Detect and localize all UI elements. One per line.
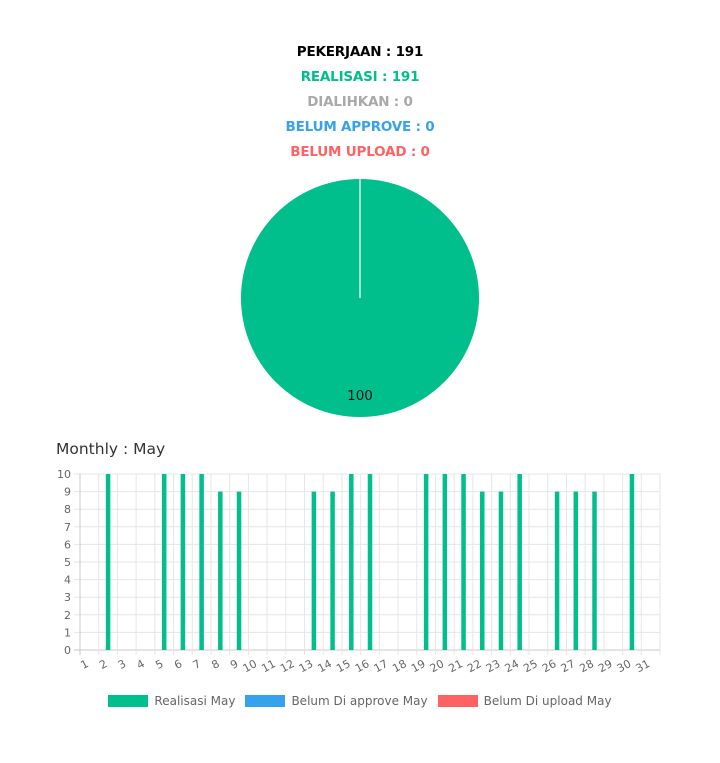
y-tick-label: 4	[64, 574, 71, 587]
x-tick-label: 24	[503, 657, 521, 675]
x-tick-label: 17	[372, 657, 390, 675]
bar-realisasi-may-8	[218, 491, 223, 650]
bar-realisasi-may-20	[442, 474, 448, 650]
x-tick-label: 23	[484, 657, 502, 675]
y-tick-label: 9	[64, 486, 71, 499]
x-tick-label: 1	[78, 657, 90, 672]
x-tick-label: 22	[465, 657, 483, 675]
x-tick-label: 5	[153, 657, 165, 672]
x-tick-label: 19	[409, 657, 427, 675]
y-tick-label: 0	[64, 644, 71, 657]
bar-realisasi-may-22	[480, 491, 485, 650]
y-tick-label: 2	[64, 609, 71, 622]
bar-realisasi-may-6	[180, 474, 186, 650]
y-tick-label: 7	[64, 521, 71, 534]
x-tick-label: 4	[135, 657, 147, 672]
legend-swatch	[108, 695, 149, 707]
y-tick-label: 3	[64, 591, 71, 604]
x-tick-label: 6	[172, 657, 184, 672]
y-tick-label: 5	[64, 556, 71, 569]
belum-approve-count: BELUM APPROVE : 0	[285, 119, 435, 135]
dialihkan-count: DIALIHKAN : 0	[307, 94, 413, 110]
x-tick-label: 14	[316, 657, 334, 675]
x-tick-label: 28	[577, 657, 595, 675]
x-tick-label: 10	[241, 657, 259, 675]
y-tick-label: 1	[64, 626, 71, 639]
x-tick-label: 20	[428, 657, 446, 675]
bar-realisasi-may-24	[517, 474, 522, 650]
bar-realisasi-may-14	[330, 491, 335, 650]
bar-realisasi-may-16	[367, 474, 373, 650]
bar-realisasi-may-28	[592, 491, 597, 650]
legend-item-1[interactable]: Belum Di approve May	[245, 694, 428, 708]
x-tick-label: 15	[334, 657, 352, 675]
bar-realisasi-may-23	[498, 491, 504, 650]
x-tick-label: 2	[97, 657, 109, 672]
bar-realisasi-may-21	[461, 474, 466, 650]
x-tick-label: 27	[559, 657, 577, 675]
chart-legend: Realisasi May Belum Di approve May Belum D…	[0, 694, 720, 708]
bar-realisasi-may-9	[236, 491, 242, 650]
x-tick-label: 7	[191, 657, 203, 672]
y-tick-label: 8	[64, 503, 71, 516]
summary-stats: PEKERJAAN : 191 REALISASI : 191 DIALIHKA…	[0, 40, 720, 165]
y-tick-label: 6	[64, 538, 71, 551]
x-tick-label: 12	[278, 657, 296, 675]
bar-realisasi-may-7	[199, 474, 204, 650]
x-tick-label: 8	[209, 657, 221, 672]
belum-upload-count: BELUM UPLOAD : 0	[290, 144, 430, 160]
bar-realisasi-may-19	[423, 474, 429, 650]
x-tick-label: 16	[353, 657, 371, 675]
bar-realisasi-may-30	[629, 474, 635, 650]
x-tick-label: 30	[615, 657, 633, 675]
bar-realisasi-may-13	[311, 491, 317, 650]
x-tick-label: 13	[297, 657, 315, 675]
x-tick-label: 29	[596, 657, 614, 675]
legend-item-2[interactable]: Belum Di upload May	[437, 694, 612, 708]
legend-swatch	[245, 695, 286, 707]
pie-chart: 100	[241, 179, 479, 417]
x-tick-label: 26	[540, 657, 558, 675]
pekerjaan-count: PEKERJAAN : 191	[296, 44, 424, 60]
legend-label: Belum Di approve May	[291, 694, 428, 708]
bar-realisasi-may-26	[554, 491, 560, 650]
legend-swatch	[437, 695, 478, 707]
x-tick-label: 18	[390, 657, 408, 675]
x-tick-label: 25	[521, 657, 539, 675]
x-tick-label: 11	[259, 657, 277, 675]
realisasi-count: REALISASI : 191	[300, 69, 420, 85]
x-tick-label: 21	[446, 657, 464, 675]
bar-realisasi-may-27	[573, 491, 579, 650]
bar-realisasi-may-5	[161, 474, 167, 650]
x-tick-label: 3	[116, 657, 128, 672]
y-tick-label: 10	[57, 468, 71, 481]
bar-realisasi-may-15	[349, 474, 354, 650]
x-tick-label: 9	[228, 657, 240, 672]
x-tick-label: 31	[634, 657, 652, 675]
pie-data-label: 100	[347, 388, 373, 404]
monthly-chart-title: Monthly : May	[56, 440, 166, 458]
legend-label: Realisasi May	[154, 694, 236, 708]
legend-item-0[interactable]: Realisasi May	[108, 694, 235, 708]
bar-realisasi-may-2	[105, 474, 111, 650]
legend-label: Belum Di upload May	[483, 694, 612, 708]
